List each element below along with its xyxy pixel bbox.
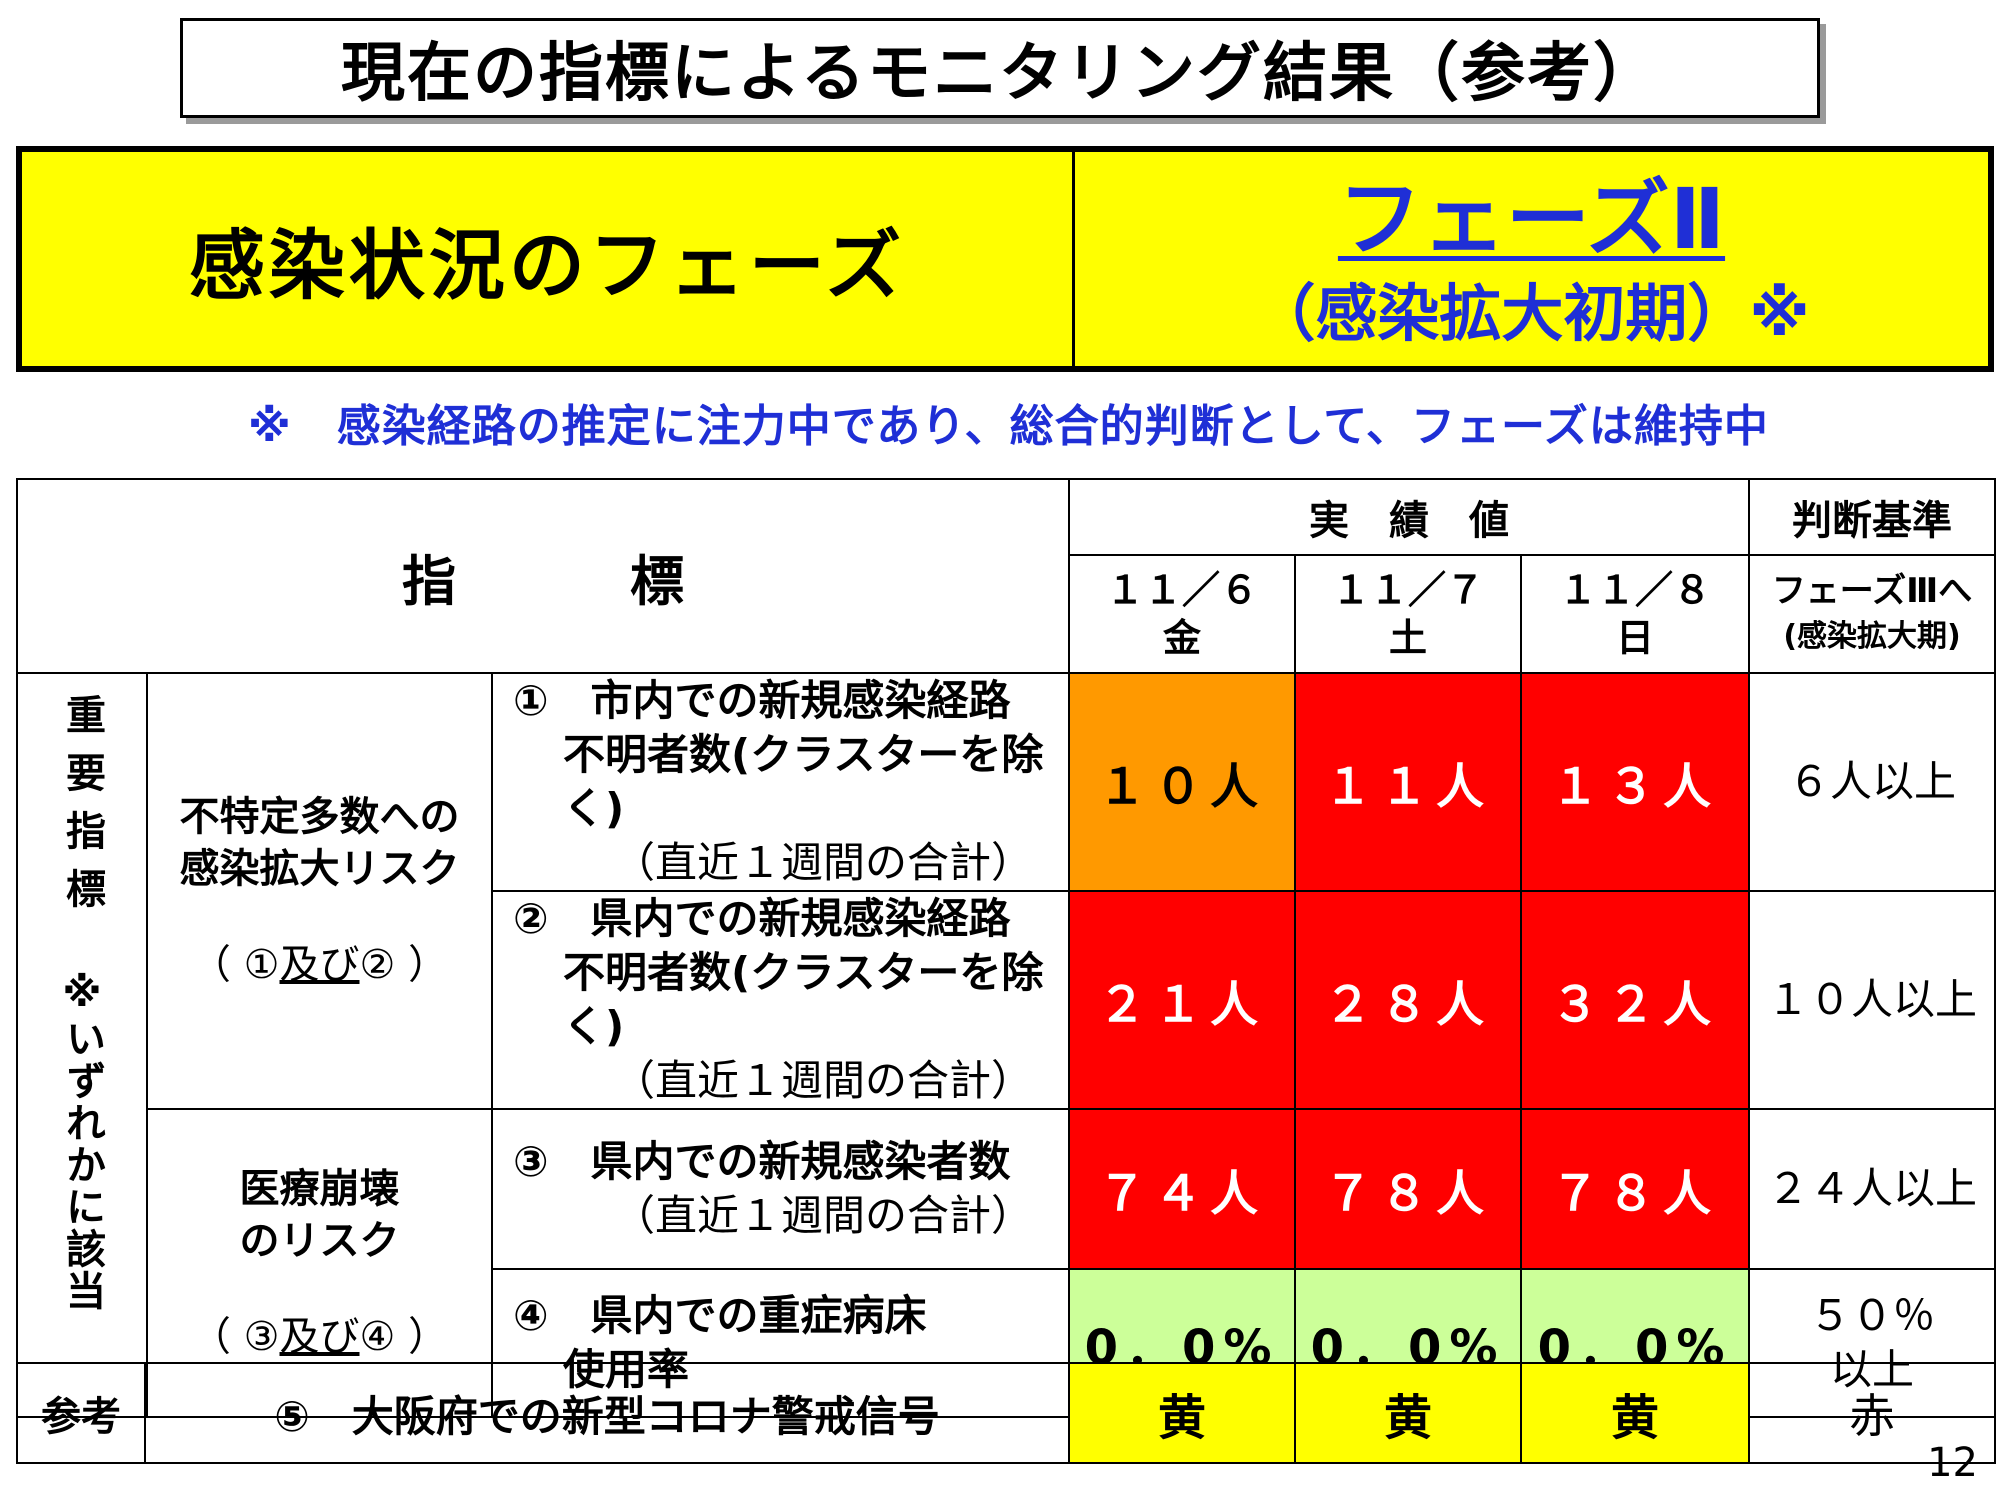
value-cell: １３人 bbox=[1520, 672, 1751, 892]
value-cell: ２８人 bbox=[1294, 890, 1523, 1110]
criterion-cell: １０人以上 bbox=[1748, 890, 1997, 1110]
value-cell: ７４人 bbox=[1068, 1108, 1297, 1270]
signal-criterion: 赤 bbox=[1748, 1362, 1996, 1464]
reference-label: 参考 bbox=[16, 1362, 146, 1464]
date-header: １１／８ 日 bbox=[1520, 554, 1751, 674]
criteria-phase-header: フェーズⅢへ (感染拡大期) bbox=[1748, 554, 1997, 674]
indicator-3: ③ 県内での新規感染者数 （直近１週間の合計） bbox=[490, 1108, 1071, 1270]
reference-table: 参考 ⑤ 大阪府での新型コロナ警戒信号 黄 黄 黄 赤 bbox=[16, 1362, 1996, 1464]
criterion-cell: ２４人以上 bbox=[1748, 1108, 1997, 1270]
indicator-1: ① 市内での新規感染経路 不明者数(クラスターを除く) （直近１週間の合計） bbox=[490, 672, 1071, 892]
indicator-2: ② 県内での新規感染経路 不明者数(クラスターを除く) （直近１週間の合計） bbox=[490, 890, 1071, 1110]
value-cell: ７８人 bbox=[1294, 1108, 1523, 1270]
value-cell: ２１人 bbox=[1068, 890, 1297, 1110]
table-row: ② 県内での新規感染経路 不明者数(クラスターを除く) （直近１週間の合計） ２… bbox=[17, 890, 1997, 1110]
phase-name: フェーズⅡ bbox=[1337, 170, 1726, 268]
criteria-header: 判断基準 bbox=[1748, 478, 1997, 556]
criterion-cell: ６人以上 bbox=[1748, 672, 1997, 892]
indicator-table: 指 標 実 績 値 判断基準 １１／６ 金 １１／７ 土 １１／８ 日 フェーズⅢへ(… bbox=[15, 478, 1997, 1418]
value-cell: ３２人 bbox=[1520, 890, 1751, 1110]
value-cell: １１人 bbox=[1294, 672, 1523, 892]
phase-value: フェーズⅡ （感染拡大初期）※ bbox=[1075, 152, 1988, 366]
value-cell: ７８人 bbox=[1520, 1108, 1751, 1270]
table-row: 医療崩壊 のリスク （ ③及び④ ） ③ 県内での新規感染者数 （直近１週間の合… bbox=[17, 1108, 1997, 1418]
risk-group-spread: 不特定多数への 感染拡大リスク （ ①及び② ） bbox=[146, 672, 493, 1110]
table-row: 重要指標 ※いずれかに該当 不特定多数への 感染拡大リスク （ ①及び② ） ①… bbox=[16, 672, 1997, 1418]
signal-value: 黄 bbox=[1068, 1362, 1296, 1464]
page-title: 現在の指標によるモニタリング結果（参考） bbox=[180, 18, 1820, 118]
value-cell: １０人 bbox=[1068, 672, 1297, 892]
page-number: 12 bbox=[1927, 1440, 1978, 1486]
date-header: １１／６ 金 bbox=[1068, 554, 1297, 674]
results-header: 実 績 値 bbox=[1068, 478, 1751, 556]
important-indicators-label: 重要指標 ※いずれかに該当 bbox=[16, 672, 148, 1418]
reference-item: ⑤ 大阪府での新型コロナ警戒信号 bbox=[144, 1362, 1070, 1464]
phase-label: 感染状況のフェーズ bbox=[22, 152, 1075, 366]
phase-note: ※ 感染経路の推定に注力中であり、総合的判断として、フェーズは維持中 bbox=[248, 401, 1769, 452]
phase-subtitle: （感染拡大初期）※ bbox=[1253, 277, 1810, 350]
indicator-header: 指 標 bbox=[15, 478, 1071, 674]
signal-value: 黄 bbox=[1520, 1362, 1750, 1464]
phase-box: 感染状況のフェーズ フェーズⅡ （感染拡大初期）※ bbox=[16, 146, 1994, 372]
date-header: １１／７ 土 bbox=[1294, 554, 1523, 674]
table-row: 参考 ⑤ 大阪府での新型コロナ警戒信号 黄 黄 黄 赤 bbox=[16, 1362, 1996, 1464]
signal-value: 黄 bbox=[1294, 1362, 1522, 1464]
